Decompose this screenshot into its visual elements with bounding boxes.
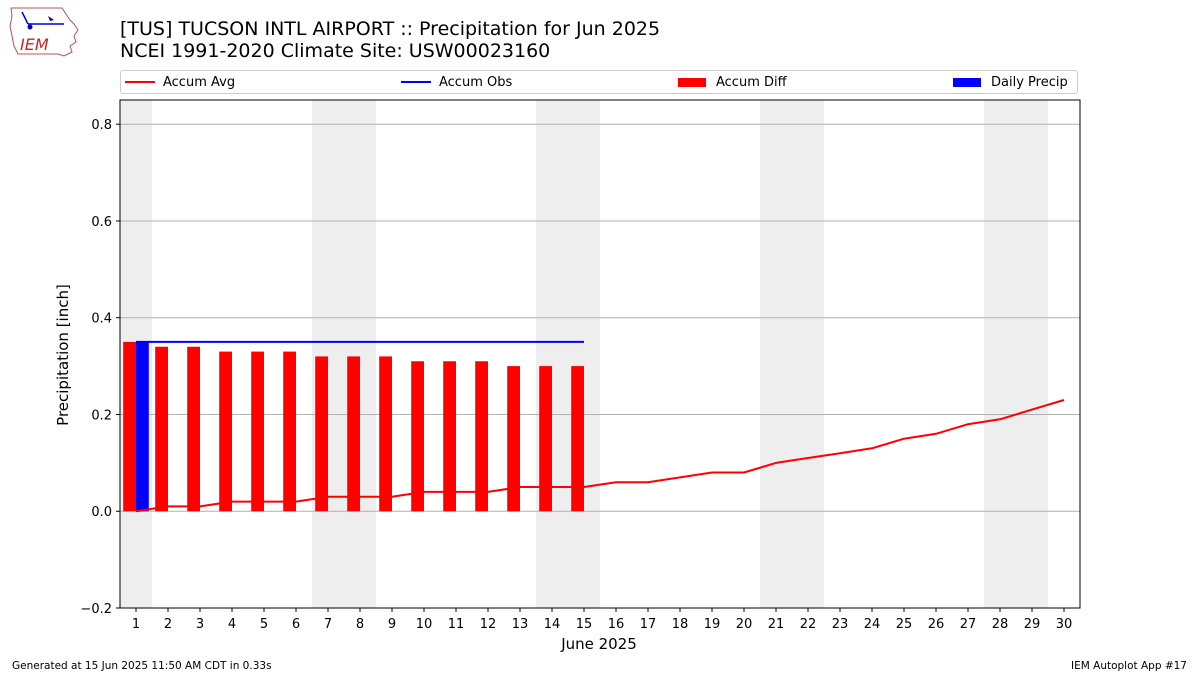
x-tick-label: 3 — [196, 617, 204, 632]
weekend-shading — [312, 100, 344, 608]
x-tick-label: 18 — [672, 617, 689, 632]
bar-accum-diff — [475, 361, 488, 512]
bar-accum-diff — [187, 346, 200, 512]
legend-item-accum-obs: Accum Obs — [401, 71, 512, 93]
x-tick-label: 6 — [292, 617, 300, 632]
legend-swatch-accum-diff — [678, 77, 706, 87]
y-tick-label: 0.0 — [91, 505, 112, 520]
x-tick-label: 1 — [132, 617, 140, 632]
bar-accum-diff — [315, 356, 328, 512]
generated-timestamp: Generated at 15 Jun 2025 11:50 AM CDT in… — [12, 660, 272, 672]
x-tick-label: 2 — [164, 617, 172, 632]
y-tick-label: 0.2 — [91, 408, 112, 423]
x-tick-label: 20 — [736, 617, 753, 632]
chart-subtitle: NCEI 1991-2020 Climate Site: USW00023160 — [120, 40, 551, 62]
legend-label-accum-diff: Accum Diff — [716, 74, 787, 90]
legend-label-daily-precip: Daily Precip — [991, 74, 1068, 90]
bar-accum-diff — [347, 356, 360, 512]
x-tick-label: 4 — [228, 617, 236, 632]
x-tick-label: 15 — [576, 617, 593, 632]
weekend-shading — [120, 100, 152, 608]
x-tick-label: 25 — [896, 617, 913, 632]
x-tick-label: 11 — [448, 617, 465, 632]
y-tick-label: 0.6 — [91, 215, 112, 230]
bar-accum-diff — [539, 366, 552, 512]
weekend-shading — [344, 100, 376, 608]
x-tick-label: 21 — [768, 617, 785, 632]
station-dot-shape — [27, 24, 33, 30]
logo-text: IEM — [20, 35, 49, 54]
x-tick-label: 27 — [960, 617, 977, 632]
bar-accum-diff — [283, 351, 296, 512]
y-tick-label: 0.8 — [91, 118, 112, 133]
chart-legend: Accum Avg Accum Obs Accum Diff Daily Pre… — [120, 70, 1078, 94]
x-tick-label: 30 — [1056, 617, 1073, 632]
legend-swatch-daily-precip — [953, 77, 981, 87]
weekend-shading — [984, 100, 1016, 608]
plot-frame — [119, 99, 1081, 609]
x-tick-label: 29 — [1024, 617, 1041, 632]
x-tick-label: 13 — [512, 617, 529, 632]
iem-logo: IEM — [9, 7, 79, 57]
x-tick-label: 8 — [356, 617, 364, 632]
y-axis-label: Precipitation [inch] — [54, 284, 72, 426]
front-symbol-shape — [48, 16, 54, 21]
line-accum-avg — [135, 399, 1065, 513]
bar-accum-diff — [507, 366, 520, 512]
bar-accum-diff — [379, 356, 392, 512]
legend-item-accum-diff: Accum Diff — [678, 71, 787, 93]
y-tick-label: 0.4 — [91, 312, 112, 327]
y-tick-label: −0.2 — [80, 602, 112, 617]
x-tick-label: 24 — [864, 617, 881, 632]
iowa-outline-shape — [9, 7, 79, 57]
x-tick-label: 26 — [928, 617, 945, 632]
bar-accum-diff — [443, 361, 456, 512]
bar-accum-diff — [571, 366, 584, 512]
weekend-shading — [536, 100, 568, 608]
x-tick-label: 16 — [608, 617, 625, 632]
x-tick-label: 28 — [992, 617, 1009, 632]
bar-accum-diff — [155, 346, 168, 512]
chart-title: [TUS] TUCSON INTL AIRPORT :: Precipitati… — [120, 18, 661, 40]
x-axis-label: June 2025 — [560, 635, 637, 653]
legend-label-accum-avg: Accum Avg — [163, 74, 236, 90]
legend-item-daily-precip: Daily Precip — [953, 71, 1068, 93]
x-tick-label: 7 — [324, 617, 332, 632]
x-tick-label: 10 — [416, 617, 433, 632]
x-tick-label: 9 — [388, 617, 396, 632]
weekend-shading — [760, 100, 792, 608]
weekend-shading — [792, 100, 824, 608]
weekend-shading — [1016, 100, 1048, 608]
x-tick-label: 5 — [260, 617, 268, 632]
wind-barb-shape — [21, 11, 29, 25]
autoplot-app-label: IEM Autoplot App #17 — [1071, 660, 1187, 672]
legend-swatch-accum-avg — [125, 81, 155, 83]
legend-item-accum-avg: Accum Avg — [125, 71, 235, 93]
legend-label-accum-obs: Accum Obs — [439, 74, 513, 90]
bar-daily-precip — [136, 341, 149, 512]
x-tick-label: 17 — [640, 617, 657, 632]
x-tick-label: 23 — [832, 617, 849, 632]
x-tick-label: 19 — [704, 617, 721, 632]
x-tick-label: 22 — [800, 617, 817, 632]
bar-accum-diff — [411, 361, 424, 512]
bar-accum-diff — [123, 341, 136, 512]
x-tick-label: 14 — [544, 617, 561, 632]
bar-accum-diff — [219, 351, 232, 512]
x-tick-label: 12 — [480, 617, 497, 632]
legend-swatch-accum-obs — [401, 81, 431, 83]
weekend-shading — [568, 100, 600, 608]
bar-accum-diff — [251, 351, 264, 512]
